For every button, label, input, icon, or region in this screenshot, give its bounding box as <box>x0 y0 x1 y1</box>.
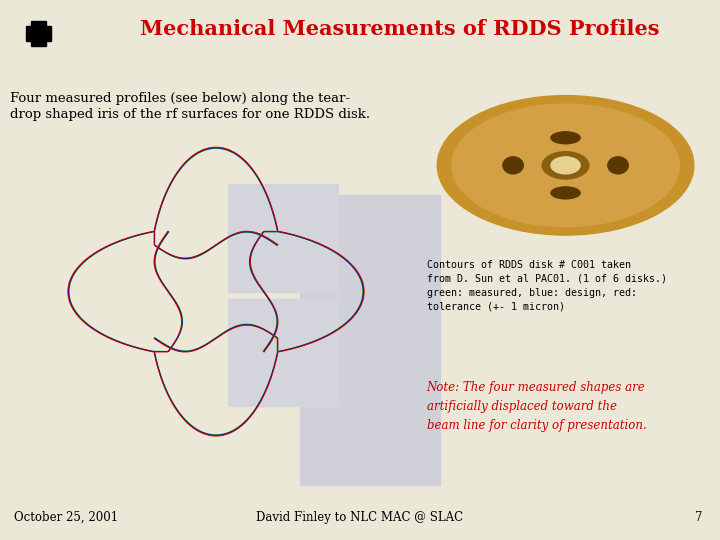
Ellipse shape <box>608 157 629 174</box>
Circle shape <box>542 152 589 179</box>
Text: October 25, 2001: October 25, 2001 <box>14 511 119 524</box>
Text: drop shaped iris of the rf surfaces for one RDDS disk.: drop shaped iris of the rf surfaces for … <box>10 108 370 122</box>
Ellipse shape <box>452 104 679 227</box>
Ellipse shape <box>551 187 580 199</box>
Ellipse shape <box>437 96 694 235</box>
Bar <box>35 31 40 36</box>
Bar <box>35 21 40 25</box>
Bar <box>45 31 50 36</box>
Ellipse shape <box>503 157 523 174</box>
Bar <box>30 25 35 31</box>
Bar <box>40 36 45 40</box>
Text: Four measured profiles (see below) along the tear-: Four measured profiles (see below) along… <box>10 92 350 105</box>
Bar <box>25 36 30 40</box>
Bar <box>30 36 35 40</box>
Bar <box>228 184 338 292</box>
Bar <box>25 25 30 31</box>
Bar <box>35 40 40 46</box>
Text: Contours of RDDS disk # C001 taken
from D. Sun et al PAC01. (1 of 6 disks.)
gree: Contours of RDDS disk # C001 taken from … <box>427 260 667 312</box>
Text: 7: 7 <box>695 511 702 524</box>
Bar <box>300 330 440 485</box>
Bar <box>228 299 338 407</box>
Bar <box>45 36 50 40</box>
Bar <box>25 31 30 36</box>
Bar <box>35 25 40 31</box>
Bar <box>45 25 50 31</box>
Bar <box>30 21 35 25</box>
Text: David Finley to NLC MAC @ SLAC: David Finley to NLC MAC @ SLAC <box>256 511 464 524</box>
Bar <box>40 31 45 36</box>
Bar <box>40 25 45 31</box>
Bar <box>30 31 35 36</box>
Bar <box>300 195 440 340</box>
Text: Note: The four measured shapes are
artificially displaced toward the
beam line f: Note: The four measured shapes are artif… <box>427 381 647 432</box>
Bar <box>40 21 45 25</box>
Bar <box>35 36 40 40</box>
Text: Mechanical Measurements of RDDS Profiles: Mechanical Measurements of RDDS Profiles <box>140 19 660 39</box>
Circle shape <box>551 157 580 174</box>
Bar <box>30 40 35 46</box>
Ellipse shape <box>551 132 580 144</box>
Bar <box>40 40 45 46</box>
